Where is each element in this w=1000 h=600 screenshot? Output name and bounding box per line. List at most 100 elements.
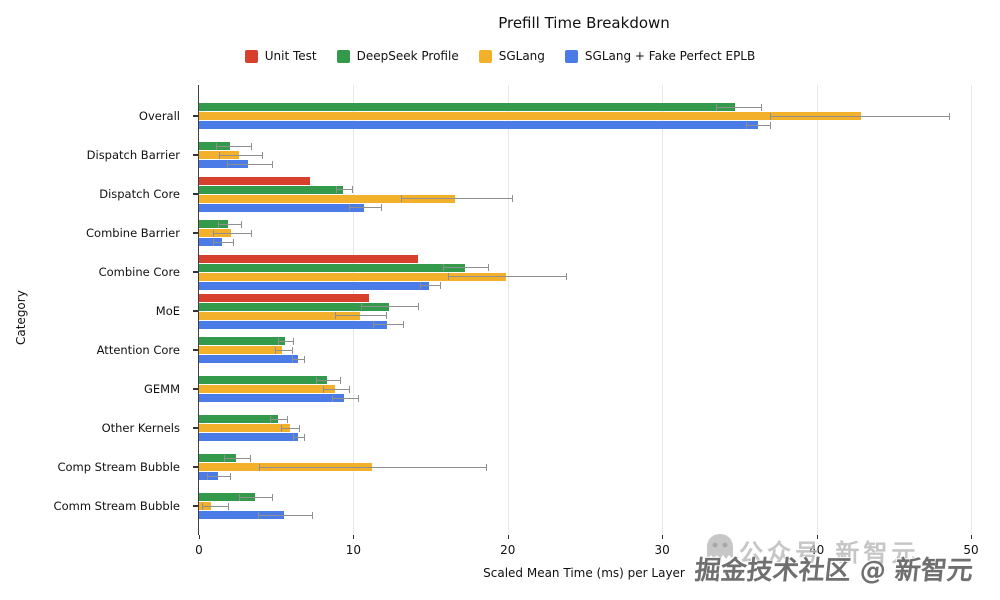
error-bar-cap — [239, 493, 241, 501]
error-bar-cap — [949, 112, 951, 120]
error-bar-cap — [303, 355, 305, 363]
error-bar — [239, 496, 272, 498]
chart-title: Prefill Time Breakdown — [498, 14, 670, 32]
error-bar-cap — [402, 321, 404, 328]
bar — [199, 424, 291, 432]
bar — [199, 355, 298, 363]
error-bar — [373, 324, 403, 325]
error-bar-cap — [770, 112, 772, 120]
y-axis-tick — [193, 193, 198, 195]
x-axis-tick — [971, 535, 972, 539]
gridline — [816, 85, 818, 535]
bar — [199, 263, 465, 272]
error-bar-cap — [223, 454, 225, 462]
x-tick-label: 50 — [963, 543, 979, 557]
error-bar — [361, 306, 419, 307]
error-bar-cap — [251, 142, 253, 150]
error-bar — [270, 418, 287, 420]
error-bar — [401, 198, 513, 199]
bar — [199, 176, 311, 185]
gridline — [662, 85, 664, 535]
error-bar — [334, 315, 386, 316]
bar — [199, 220, 229, 228]
legend-label: Unit Test — [264, 49, 317, 63]
error-bar — [716, 106, 761, 108]
error-bar-cap — [262, 151, 264, 159]
error-bar — [212, 241, 233, 243]
error-bar-cap — [293, 337, 295, 345]
error-bar-cap — [259, 463, 261, 471]
category-label: Comp Stream Bubble — [57, 459, 180, 474]
error-bar-cap — [439, 282, 441, 289]
y-axis-tick — [193, 310, 198, 312]
error-bar-cap — [348, 385, 350, 393]
error-bar — [336, 189, 352, 190]
error-bar-cap — [270, 415, 272, 423]
bar — [199, 394, 345, 402]
y-axis-tick — [193, 154, 198, 156]
error-bar — [316, 379, 340, 381]
legend-swatch-icon — [244, 49, 258, 63]
bar — [199, 254, 419, 263]
bar — [199, 238, 223, 246]
error-bar-cap — [486, 463, 488, 471]
error-bar-cap — [299, 424, 301, 432]
error-bar-cap — [566, 273, 568, 280]
error-bar-cap — [418, 303, 420, 310]
y-axis-category-labels: Overall Dispatch Barrier Dispatch Core Comb… — [0, 85, 188, 535]
x-axis-tick — [662, 535, 664, 539]
category-label: Overall — [138, 108, 180, 123]
y-axis-tick — [193, 115, 198, 117]
error-bar-cap — [274, 346, 276, 354]
error-bar — [442, 267, 488, 268]
error-bar-cap — [331, 394, 333, 402]
y-axis-tick — [193, 505, 198, 507]
error-bar-cap — [385, 312, 387, 319]
y-axis-tick — [193, 232, 198, 234]
error-bar-cap — [322, 385, 324, 393]
bar — [199, 346, 283, 354]
category-label: Comm Stream Bubble — [53, 498, 180, 513]
legend-label: SGLang — [498, 49, 545, 63]
bar — [199, 337, 286, 345]
legend-item-sglang-fake-perfect-eplb: SGLang + Fake Perfect EPLB — [564, 49, 755, 63]
category-label: Other Kernels — [101, 420, 180, 435]
error-bar-cap — [206, 472, 208, 480]
error-bar — [259, 466, 487, 468]
error-bar-cap — [293, 433, 295, 441]
bar — [199, 376, 328, 384]
error-bar — [419, 285, 440, 286]
gridline — [971, 85, 972, 535]
category-label: MoE — [155, 303, 180, 318]
category-label: GEMM — [143, 381, 180, 396]
error-bar-cap — [336, 186, 338, 193]
error-bar-cap — [761, 103, 763, 111]
y-axis-tick — [193, 271, 198, 273]
error-bar — [215, 145, 252, 147]
error-bar — [770, 115, 950, 117]
ghost-face-icon — [707, 534, 733, 559]
bar — [199, 272, 507, 281]
error-bar-cap — [228, 502, 230, 510]
bar — [199, 511, 284, 519]
y-axis-label: Category — [14, 290, 28, 345]
error-bar-cap — [373, 321, 375, 328]
error-bar-cap — [381, 204, 383, 211]
error-bar — [277, 340, 294, 342]
bar — [199, 103, 735, 111]
bar — [199, 160, 249, 168]
error-bar-cap — [215, 142, 217, 150]
error-bar-cap — [311, 511, 313, 519]
error-bar-cap — [271, 160, 273, 168]
error-bar-cap — [487, 264, 489, 271]
error-bar — [280, 427, 300, 429]
x-tick-label: 20 — [500, 543, 516, 557]
error-bar — [212, 232, 252, 234]
error-bar — [257, 514, 312, 516]
legend-swatch-icon — [564, 49, 578, 63]
error-bar — [745, 124, 771, 126]
error-bar-cap — [361, 303, 363, 310]
bar — [199, 185, 343, 194]
y-axis-tick — [193, 349, 198, 351]
category-label: Dispatch Core — [99, 186, 180, 201]
